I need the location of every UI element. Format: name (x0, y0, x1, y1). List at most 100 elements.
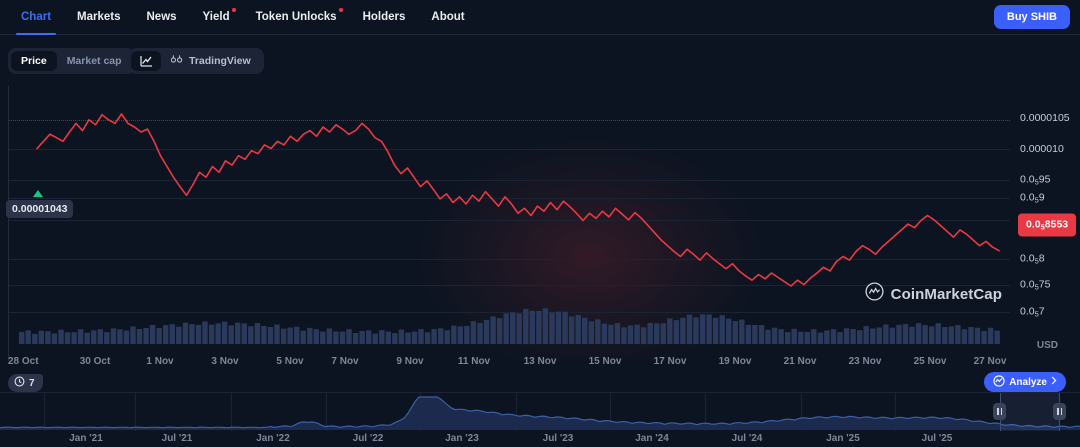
volume-bar (771, 327, 778, 344)
volume-bar (163, 325, 169, 344)
volume-bar (785, 332, 791, 344)
date-axis-tick: 15 Nov (588, 356, 622, 367)
volume-bar (575, 314, 581, 344)
volume-bar (673, 320, 680, 344)
analyze-button[interactable]: Analyze (984, 372, 1066, 392)
nav-item-yield[interactable]: Yield (190, 0, 243, 35)
date-axis-tick: 17 Nov (653, 356, 687, 367)
interval-value: 7 (29, 377, 35, 389)
volume-bar (745, 324, 752, 344)
volume-bar (686, 314, 693, 344)
volume-bar (235, 322, 241, 344)
volume-bar (241, 323, 247, 344)
nav-item-about[interactable]: About (418, 0, 477, 35)
date-axis-tick: 7 Nov (331, 356, 359, 367)
volume-bar (287, 327, 293, 344)
volume-bar (398, 329, 405, 344)
price-chart-panel[interactable]: 0.00001043 CoinMarketCap (0, 86, 1080, 361)
volume-bar (549, 312, 555, 344)
minimap-selection[interactable] (1000, 393, 1060, 431)
gridline (9, 285, 1010, 286)
volume-bar (883, 324, 889, 344)
price-axis[interactable]: 0.0000105 0.000010 0.0595 0.059 0.058 0.0575 0… (1010, 86, 1080, 361)
volume-bar (261, 326, 267, 344)
volume-bar (739, 319, 745, 344)
nav-item-label: Markets (77, 10, 121, 23)
nav-item-chart[interactable]: Chart (8, 0, 64, 35)
volume-bar (189, 324, 195, 344)
price-axis-tick: 0.0000105 (1020, 112, 1070, 124)
volume-bar (647, 322, 653, 344)
nav-item-list: Chart Markets News Yield Token Unlocks Holder… (0, 0, 478, 35)
volume-bar (451, 325, 457, 344)
volume-bar (182, 322, 189, 344)
buy-shib-button[interactable]: Buy SHIB (993, 5, 1070, 29)
date-axis-tick: 28 Oct (8, 356, 39, 367)
nav-item-token-unlocks[interactable]: Token Unlocks (243, 0, 350, 35)
volume-bar (123, 330, 130, 344)
range-minimap[interactable]: Jan '21 Jul '21 Jan '22 Jul '22 Jan '23 Jul '… (0, 392, 1080, 447)
volume-bar (791, 328, 797, 344)
volume-bar (503, 313, 509, 344)
top-navigation: Chart Markets News Yield Token Unlocks Holder… (0, 0, 1080, 35)
volume-bar (326, 328, 333, 344)
volume-bar (961, 329, 968, 344)
volume-bar (143, 328, 149, 344)
volume-bar (843, 328, 850, 344)
nav-item-holders[interactable]: Holders (350, 0, 419, 35)
volume-bar (254, 323, 261, 344)
minimap-gridline (801, 393, 802, 431)
volume-bar (667, 318, 673, 344)
volume-bar (477, 322, 483, 344)
volume-bar (97, 329, 103, 344)
volume-bar (418, 329, 424, 344)
minimap-handle-right[interactable] (1053, 403, 1066, 420)
volume-bar (817, 332, 824, 344)
minimap-gridline (44, 393, 45, 431)
volume-bar (634, 324, 640, 344)
currency-label: USD (1036, 340, 1058, 351)
minimap-date-axis: Jan '21 Jul '21 Jan '22 Jul '22 Jan '23 Jul '… (0, 431, 1080, 447)
minimap-plot[interactable] (0, 393, 1080, 431)
volume-bar (726, 318, 732, 344)
volume-bar (870, 328, 876, 344)
price-tab[interactable]: Price (11, 51, 57, 71)
volume-bar (248, 326, 254, 344)
minimap-date-tick: Jan '25 (826, 433, 860, 444)
volume-bar (830, 329, 837, 344)
volume-bar (758, 325, 765, 344)
tradingview-button[interactable]: TradingView (161, 51, 261, 71)
price-axis-tick: 0.0575 (1020, 278, 1051, 292)
volume-bar (608, 324, 614, 344)
chart-plot-area[interactable] (8, 86, 1010, 361)
volume-bar (915, 323, 922, 344)
volume-bar (732, 321, 738, 344)
minimap-gridline (895, 393, 896, 431)
volume-bar (130, 326, 136, 344)
date-axis-tick: 13 Nov (523, 356, 557, 367)
volume-bar (104, 332, 110, 344)
price-marketcap-toggle: Price Market cap (8, 48, 135, 74)
date-axis-tick: 21 Nov (783, 356, 817, 367)
volume-bar (987, 327, 994, 344)
volume-bar (909, 326, 915, 344)
minimap-date-tick: Jul '21 (161, 433, 193, 444)
volume-bar (202, 321, 208, 344)
price-axis-tick: 0.0595 (1020, 173, 1051, 187)
line-chart-icon[interactable] (131, 51, 161, 71)
market-cap-tab[interactable]: Market cap (66, 55, 122, 67)
volume-bar (582, 317, 588, 344)
minimap-handle-left[interactable] (993, 403, 1006, 420)
volume-bar (804, 332, 810, 344)
new-badge-dot (231, 7, 236, 12)
chart-toolbar: Price Market cap TradingView Compare (0, 48, 1080, 122)
date-axis-tick: 9 Nov (396, 356, 424, 367)
nav-item-markets[interactable]: Markets (64, 0, 133, 35)
volume-bar (280, 328, 287, 344)
volume-bar (857, 330, 863, 344)
nav-item-news[interactable]: News (134, 0, 190, 35)
interval-indicator[interactable]: 7 (8, 374, 43, 392)
volume-bar (438, 328, 444, 344)
volume-bar (136, 329, 143, 344)
volume-bar (680, 317, 686, 344)
